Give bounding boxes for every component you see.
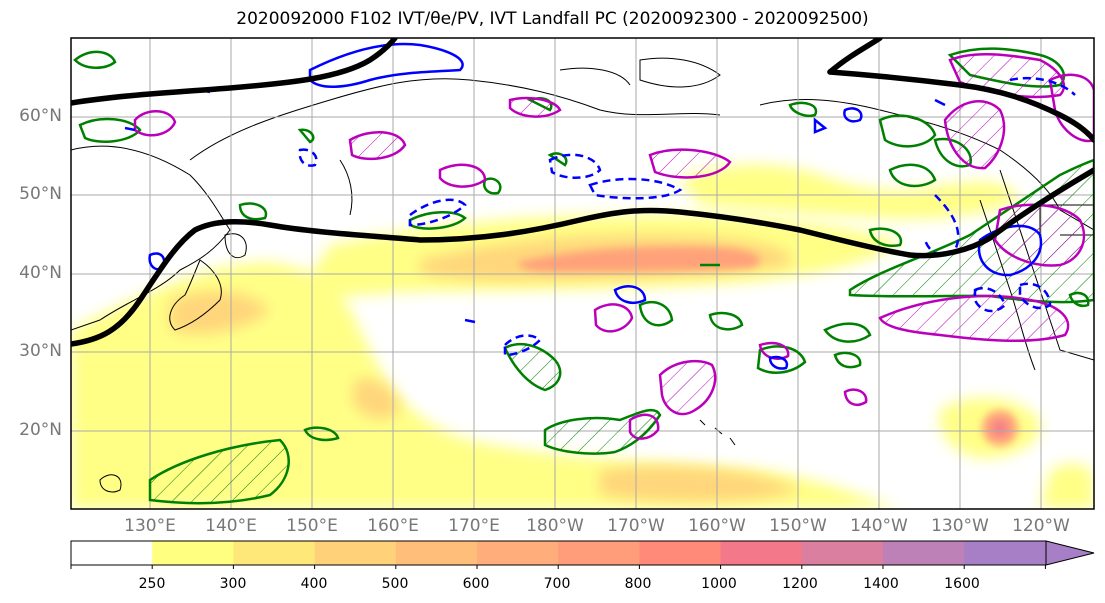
colorbar-cell [639, 541, 722, 565]
lon-label-150e: 150°E [286, 516, 338, 536]
lon-label-120w: 120°W [1012, 516, 1070, 536]
colorbar-label-250: 250 [138, 576, 166, 592]
colorbar-cell [801, 541, 884, 565]
colorbar-cell [558, 541, 640, 565]
lat-label-30n: 30°N [19, 341, 62, 361]
colorbar-label-500: 500 [381, 576, 409, 592]
colorbar-label-1600: 1600 [944, 576, 980, 592]
lon-label-130w: 130°W [931, 516, 989, 536]
lon-label-130e: 130°E [124, 516, 176, 536]
colorbar-cell [883, 541, 965, 565]
colorbar-cells [71, 541, 1046, 565]
lon-label-150w: 150°W [769, 516, 827, 536]
colorbar-label-1400: 1400 [863, 576, 899, 592]
lat-label-20n: 20°N [19, 420, 62, 440]
colorbar-ticks [70, 565, 1046, 569]
colorbar-cell [477, 541, 559, 565]
map-frame [70, 37, 1095, 510]
lon-label-180w: 180°W [526, 516, 584, 536]
lon-label-140e: 140°E [205, 516, 257, 536]
colorbar-label-700: 700 [543, 576, 571, 592]
colorbar-label-400: 400 [300, 576, 328, 592]
colorbar-cell [964, 541, 1046, 565]
colorbar [70, 540, 1095, 569]
colorbar-label-1200: 1200 [782, 576, 818, 592]
chart-title: 2020092000 F102 IVT/θe/PV, IVT Landfall … [236, 9, 869, 29]
lat-label-60n: 60°N [19, 106, 62, 126]
colorbar-cell [314, 541, 397, 565]
map-plot-area [71, 38, 1094, 509]
colorbar-label-1000: 1000 [701, 576, 737, 592]
lat-label-50n: 50°N [19, 184, 62, 204]
colorbar-cell [71, 541, 153, 565]
colorbar-label-800: 800 [624, 576, 652, 592]
colorbar-cell [152, 541, 234, 565]
colorbar-cell [233, 541, 316, 565]
lat-label-40n: 40°N [19, 263, 62, 283]
lon-label-170e: 170°E [448, 516, 500, 536]
colorbar-label-600: 600 [462, 576, 490, 592]
colorbar-cell [720, 541, 803, 565]
green-contours [73, 47, 1094, 505]
colorbar-cell [395, 541, 478, 565]
colorbar-label-300: 300 [219, 576, 247, 592]
lon-label-160w: 160°W [688, 516, 746, 536]
lon-label-140w: 140°W [850, 516, 908, 536]
lon-label-170w: 170°W [607, 516, 665, 536]
thick-black-contour [71, 38, 1094, 347]
colorbar-extend-arrow [1045, 540, 1095, 566]
lon-label-160e: 160°E [367, 516, 419, 536]
blue-contours [124, 42, 1076, 370]
